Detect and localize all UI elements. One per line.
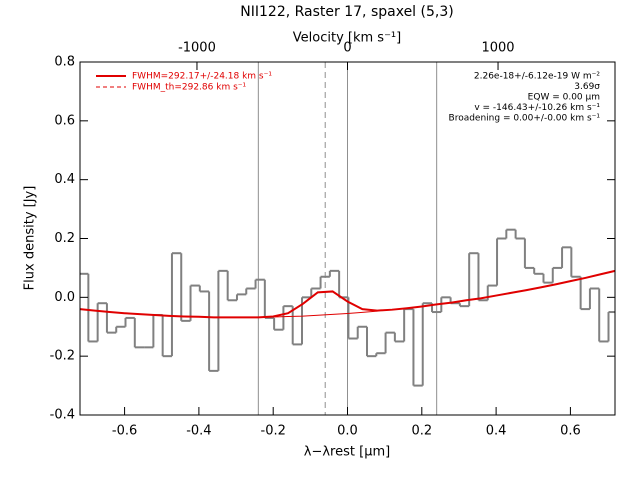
legend-label: FWHM=292.17+/-24.18 km s⁻¹ <box>132 72 272 82</box>
annotation: 3.69σ <box>574 82 600 92</box>
x-tick-label: -0.4 <box>186 424 211 439</box>
y-tick-label: 0.4 <box>54 172 75 187</box>
y-tick-label: 0.0 <box>54 290 75 305</box>
fit-line <box>79 269 616 319</box>
x2-tick-label: -1000 <box>178 41 216 56</box>
annotation: v = -146.43+/-10.26 km s⁻¹ <box>474 103 600 113</box>
x-tick-label: 0.2 <box>411 424 432 439</box>
y-tick-label: 0.2 <box>54 231 75 246</box>
y-tick-label: 0.8 <box>54 55 75 70</box>
y-axis-label: Flux density [Jy] <box>23 186 38 291</box>
x2-axis-label: Velocity [km s⁻¹] <box>293 31 401 46</box>
chart-title: NII122, Raster 17, spaxel (5,3) <box>240 4 453 20</box>
y-tick-label: -0.4 <box>50 408 75 423</box>
x-tick-label: 0.6 <box>560 424 581 439</box>
y-tick-label: -0.2 <box>50 349 75 364</box>
x-tick-label: 0.0 <box>337 424 358 439</box>
annotation: 2.26e-18+/-6.12e-19 W m⁻² <box>474 72 601 82</box>
x-tick-label: -0.6 <box>112 424 137 439</box>
y-tick-label: 0.6 <box>54 113 75 128</box>
legend-label: FWHM_th=292.86 km s⁻¹ <box>132 83 247 93</box>
x-tick-label: 0.4 <box>486 424 507 439</box>
x-axis-label: λ−λrest [μm] <box>304 445 390 460</box>
annotation: EQW = 0.00 μm <box>528 93 600 103</box>
x2-tick-label: 1000 <box>481 41 514 56</box>
annotation: Broadening = 0.00+/-0.00 km s⁻¹ <box>449 114 601 124</box>
x-tick-label: -0.2 <box>261 424 286 439</box>
x2-tick-label: 0 <box>343 41 351 56</box>
baseline <box>258 310 378 318</box>
